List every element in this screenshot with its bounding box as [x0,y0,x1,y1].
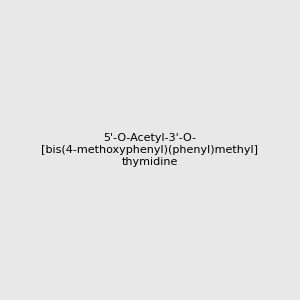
Text: 5'-O-Acetyl-3'-O-
[bis(4-methoxyphenyl)(phenyl)methyl]
thymidine: 5'-O-Acetyl-3'-O- [bis(4-methoxyphenyl)(… [41,134,259,166]
